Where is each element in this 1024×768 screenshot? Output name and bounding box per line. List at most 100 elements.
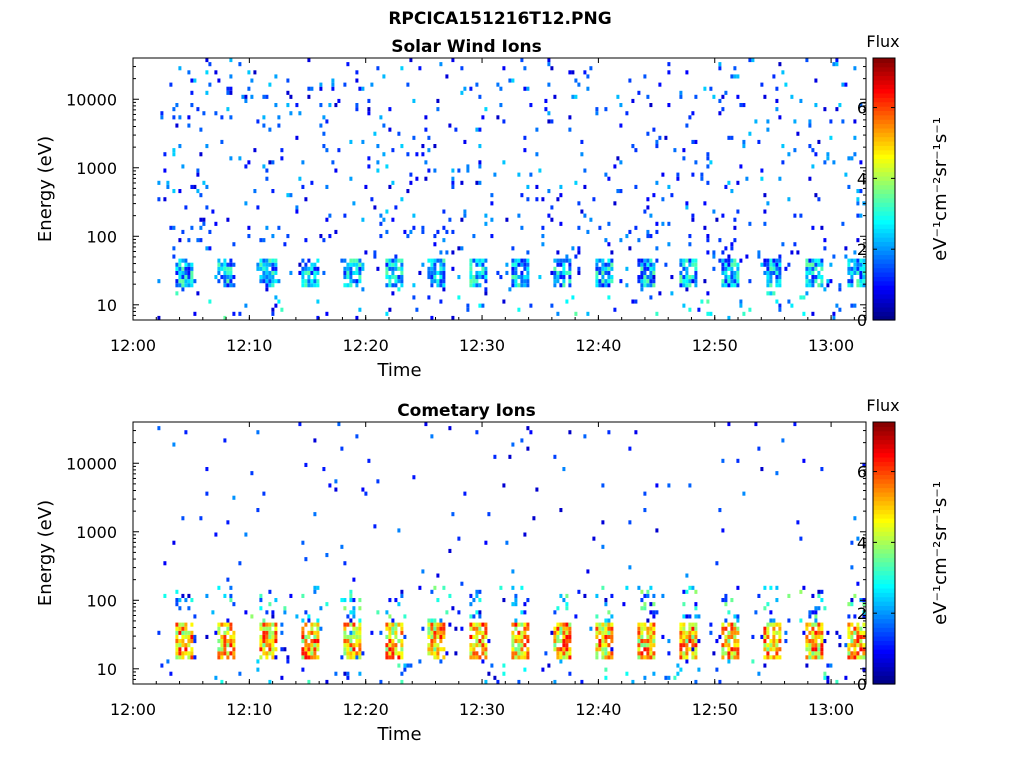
spectrogram-cell xyxy=(520,270,524,275)
spectrogram-cell xyxy=(451,250,455,255)
spectrogram-cell xyxy=(733,651,737,656)
spectrogram-cell xyxy=(271,266,275,271)
spectrogram-cell xyxy=(613,164,617,169)
spectrogram-cell xyxy=(169,671,173,676)
spectrogram-cell xyxy=(604,647,608,652)
spectrogram-cell xyxy=(751,58,755,63)
spectrogram-cell xyxy=(349,593,353,598)
spectrogram-cell xyxy=(427,266,431,271)
spectrogram-cell xyxy=(736,618,740,623)
spectrogram-cell xyxy=(610,630,614,635)
spectrogram-cell xyxy=(688,275,692,280)
spectrogram-cell xyxy=(178,279,182,284)
spectrogram-cell xyxy=(574,614,578,619)
spectrogram-cell xyxy=(490,201,494,206)
spectrogram-cell xyxy=(838,634,842,639)
colorbar-segment xyxy=(873,271,895,277)
spectrogram-cell xyxy=(352,655,356,660)
spectrogram-cell xyxy=(649,295,653,300)
spectrogram-cell xyxy=(853,152,857,157)
spectrogram-cell xyxy=(859,262,863,267)
spectrogram-cell xyxy=(280,622,284,627)
spectrogram-cell xyxy=(367,107,371,112)
spectrogram-cell xyxy=(562,622,566,627)
spectrogram-cell xyxy=(694,279,698,284)
spectrogram-cell xyxy=(400,679,404,684)
spectrogram-cell xyxy=(232,655,236,660)
spectrogram-cell xyxy=(859,160,863,165)
spectrogram-cell xyxy=(304,266,308,271)
spectrogram-cell xyxy=(811,643,815,648)
spectrogram-cell xyxy=(358,643,362,648)
colorbar-segment xyxy=(873,276,895,282)
spectrogram-cell xyxy=(400,589,404,594)
spectrogram-cell xyxy=(274,295,278,300)
spectrogram-cell xyxy=(592,536,596,541)
spectrogram-cell xyxy=(733,238,737,243)
spectrogram-cell xyxy=(832,254,836,259)
spectrogram-cell xyxy=(214,111,218,116)
spectrogram-cell xyxy=(850,275,854,280)
colorbar-segment xyxy=(873,614,895,620)
spectrogram-cell xyxy=(412,225,416,230)
spectrogram-cell xyxy=(523,275,527,280)
spectrogram-cell xyxy=(268,283,272,288)
spectrogram-cell xyxy=(652,655,656,660)
spectrogram-cell xyxy=(307,618,311,623)
spectrogram-cell xyxy=(529,103,533,108)
spectrogram-cell xyxy=(550,303,554,308)
spectrogram-cell xyxy=(526,279,530,284)
spectrogram-cell xyxy=(766,651,770,656)
x-tick-label: 12:30 xyxy=(459,700,505,719)
spectrogram-cell xyxy=(427,626,431,631)
spectrogram-cell xyxy=(517,634,521,639)
spectrogram-cell xyxy=(223,643,227,648)
spectrogram-cell xyxy=(358,671,362,676)
spectrogram-cell xyxy=(466,307,470,312)
spectrogram-cell xyxy=(214,630,218,635)
spectrogram-cell xyxy=(769,622,773,627)
spectrogram-cell xyxy=(442,225,446,230)
colorbar-segment xyxy=(873,548,895,554)
spectrogram-cell xyxy=(190,103,194,108)
spectrogram-cell xyxy=(718,98,722,103)
spectrogram-cell xyxy=(412,135,416,140)
spectrogram-cell xyxy=(319,123,323,128)
spectrogram-cell xyxy=(568,647,572,652)
spectrogram-cell xyxy=(205,205,209,210)
spectrogram-cell xyxy=(313,283,317,288)
spectrogram-cell xyxy=(712,266,716,271)
spectrogram-cell xyxy=(436,626,440,631)
spectrogram-cell xyxy=(265,655,269,660)
spectrogram-cell xyxy=(730,275,734,280)
spectrogram-cell xyxy=(811,275,815,280)
spectrogram-cell xyxy=(745,254,749,259)
spectrogram-cell xyxy=(520,630,524,635)
spectrogram-cell xyxy=(856,655,860,660)
spectrogram-cell xyxy=(193,184,197,189)
spectrogram-cell xyxy=(688,585,692,590)
spectrogram-cell xyxy=(826,679,830,684)
spectrogram-cell xyxy=(832,160,836,165)
spectrogram-cell xyxy=(178,622,182,627)
spectrogram-cell xyxy=(763,606,767,611)
spectrogram-cell xyxy=(385,266,389,271)
spectrogram-cell xyxy=(385,643,389,648)
spectrogram-cell xyxy=(802,458,806,463)
spectrogram-cell xyxy=(268,82,272,87)
spectrogram-cell xyxy=(649,213,653,218)
spectrogram-cell xyxy=(217,262,221,267)
spectrogram-cell xyxy=(385,258,389,263)
spectrogram-cell xyxy=(691,639,695,644)
spectrogram-cell xyxy=(475,639,479,644)
spectrogram-cell xyxy=(265,94,269,99)
spectrogram-cell xyxy=(187,643,191,648)
spectrogram-cell xyxy=(607,270,611,275)
spectrogram-cell xyxy=(862,275,866,280)
spectrogram-cell xyxy=(694,647,698,652)
spectrogram-cell xyxy=(226,90,230,95)
spectrogram-cell xyxy=(643,655,647,660)
spectrogram-cell xyxy=(817,647,821,652)
spectrogram-cell xyxy=(472,234,476,239)
